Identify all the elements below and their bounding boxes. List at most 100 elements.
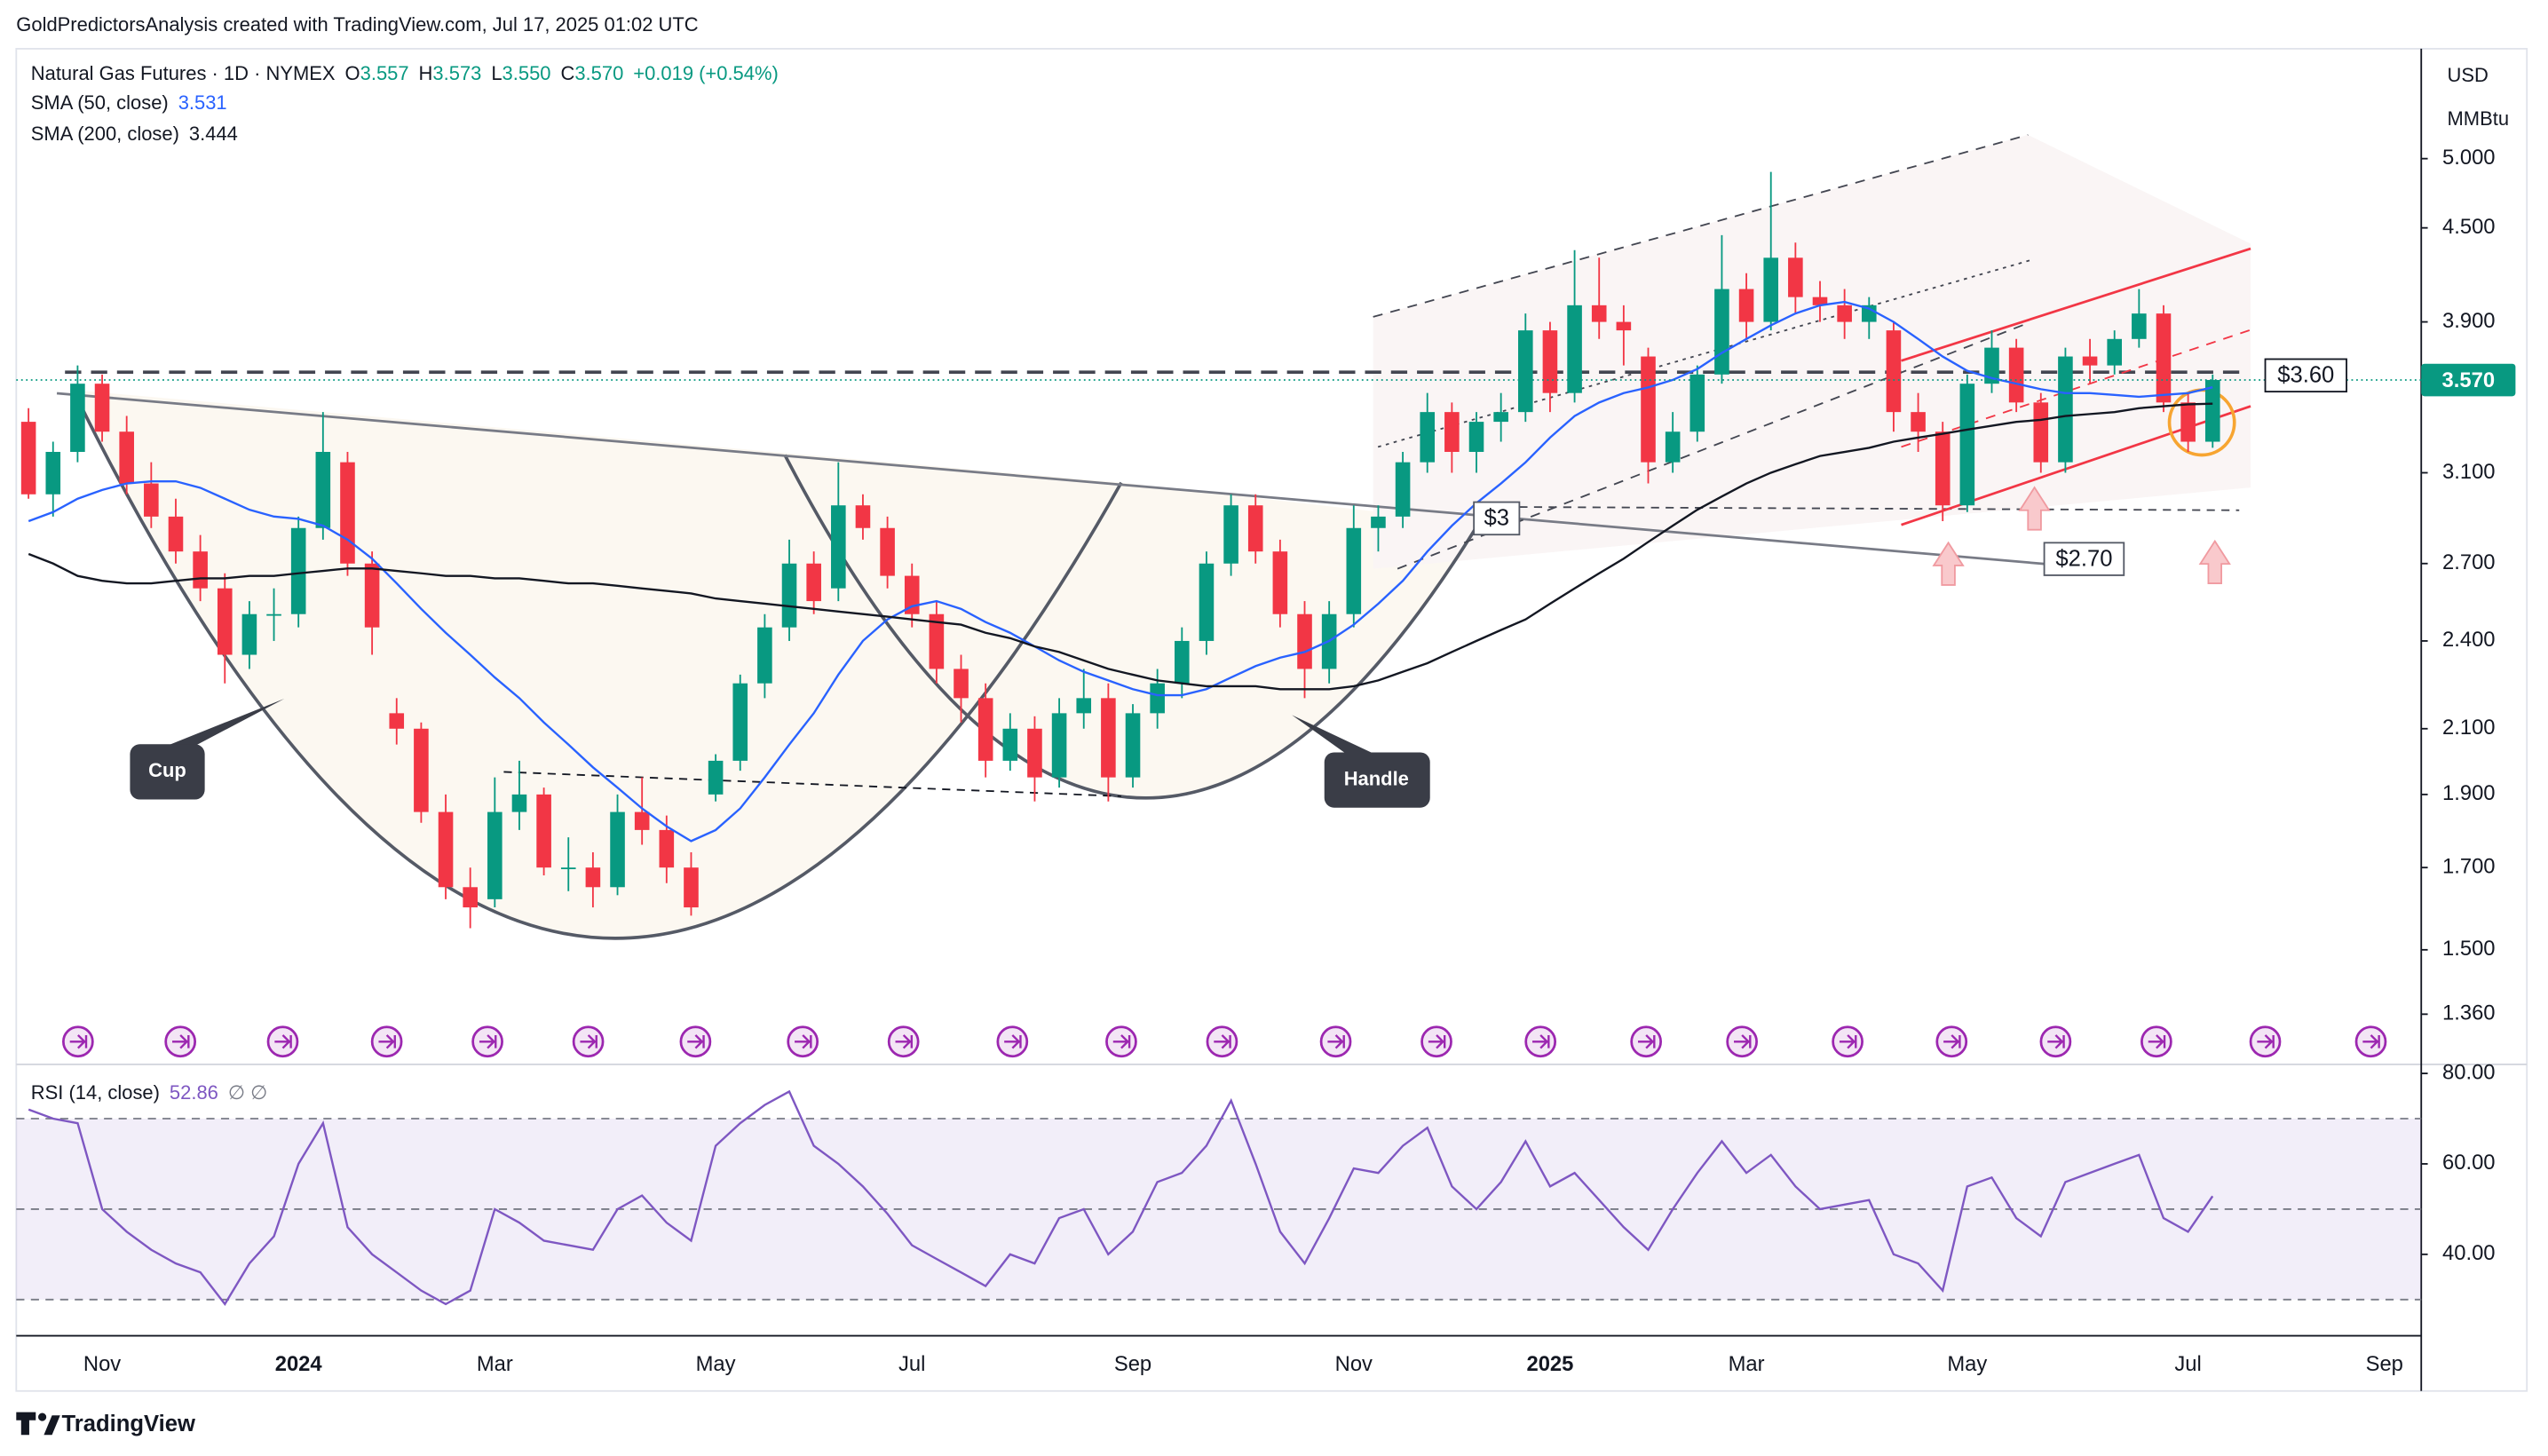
- x-tick-label: Nov: [83, 1352, 121, 1376]
- candle-body: [511, 794, 527, 812]
- ohlc-key: L: [491, 62, 502, 84]
- candle-body: [144, 483, 159, 517]
- candle-body: [438, 811, 454, 888]
- candle-body: [1027, 728, 1042, 778]
- support-label: $3: [1484, 506, 1510, 531]
- legend-sma50: SMA (50, close) 3.531: [31, 91, 227, 114]
- candle-body: [954, 669, 969, 699]
- candle-body: [1247, 505, 1263, 552]
- x-tick-label: Jul: [898, 1352, 925, 1376]
- candle-body: [610, 811, 625, 888]
- channel-upper: [1373, 134, 2029, 318]
- candle-body: [2204, 380, 2220, 442]
- annotations: Cup Handle $3 $2.70 $3.60: [130, 358, 2347, 808]
- candle-body: [929, 613, 945, 669]
- candle-body: [1002, 728, 1018, 761]
- series-line: [28, 402, 2213, 691]
- candle-body: [217, 588, 233, 655]
- candle-body: [1468, 422, 1484, 453]
- candle-body: [2082, 356, 2098, 366]
- candle-body: [1101, 698, 1116, 778]
- series-line: [28, 1089, 2214, 1306]
- candle-body: [806, 563, 821, 602]
- candle-body: [1199, 563, 1215, 641]
- y-tick-label: 80.00: [2442, 1060, 2496, 1084]
- event-icons: [62, 1025, 2387, 1058]
- candle-body: [1641, 356, 1656, 463]
- cup-curve: [71, 389, 1123, 940]
- handle-label: Handle: [1344, 767, 1409, 789]
- candle-body: [757, 627, 772, 684]
- candle-body: [70, 384, 85, 453]
- event-icon-arrow: [378, 1034, 396, 1049]
- x-tick-label: Nov: [1335, 1352, 1373, 1376]
- candle-body: [1518, 330, 1533, 413]
- candle-body: [781, 563, 797, 628]
- event-icon-arrow: [687, 1034, 705, 1049]
- candle-body: [266, 613, 281, 616]
- ohlc-value: 3.573: [432, 62, 481, 84]
- candle-body: [1812, 297, 1828, 305]
- y-tick-label: 1.500: [2442, 937, 2496, 961]
- candle-body: [1616, 321, 1632, 331]
- candle-body: [585, 867, 601, 888]
- cup-label: Cup: [148, 759, 186, 781]
- ohlc-value: 3.550: [502, 62, 551, 84]
- ohlc-key: C: [560, 62, 574, 84]
- y-tick-label: 60.00: [2442, 1151, 2496, 1175]
- candle-body: [855, 505, 871, 528]
- candle-body: [732, 683, 748, 761]
- candle-body: [1738, 289, 1754, 322]
- red-channel-middle: [1901, 328, 2251, 448]
- legend-main: Natural Gas Futures · 1D · NYMEX O3.557 H3…: [31, 62, 779, 84]
- candle-body: [1911, 412, 1926, 432]
- candle-body: [1714, 289, 1729, 375]
- candle-body: [463, 887, 478, 908]
- candle-body: [1051, 713, 1067, 778]
- frame: [15, 47, 2528, 1392]
- ohlc-value: 3.570: [574, 62, 623, 84]
- neckline: [56, 392, 2045, 566]
- candle-body: [1420, 412, 1436, 463]
- handle-box: [1324, 752, 1430, 808]
- legend-name: SMA (200, close): [31, 123, 179, 145]
- candle-body: [880, 527, 895, 576]
- resistance-box: [2264, 358, 2347, 393]
- event-icon-arrow: [1327, 1034, 1345, 1049]
- candle-body: [1935, 431, 1951, 506]
- candle-body: [290, 527, 306, 614]
- candle-body: [560, 867, 576, 870]
- candle-body: [119, 431, 134, 484]
- y-tick-label: 2.100: [2442, 716, 2496, 740]
- candle-body: [831, 505, 846, 589]
- candle-body: [241, 613, 257, 655]
- series-line: [28, 300, 2213, 843]
- x-tick-label: May: [1947, 1352, 1987, 1376]
- event-icon-arrow: [2047, 1034, 2065, 1049]
- x-tick-label: Jul: [2174, 1352, 2201, 1376]
- candle-body: [1837, 305, 1852, 322]
- x-tick-label: Sep: [1114, 1352, 1151, 1376]
- ohlc-key: O: [345, 62, 360, 84]
- legend-title: Natural Gas Futures · 1D · NYMEX: [31, 62, 336, 84]
- candle-body: [1763, 257, 1779, 322]
- event-icon-arrow: [1112, 1034, 1131, 1049]
- event-icon-arrow: [2148, 1034, 2166, 1049]
- x-tick-label: Mar: [477, 1352, 513, 1376]
- tradingview-logo: [16, 1412, 60, 1436]
- support-line: [1519, 506, 2240, 511]
- x-tick-label: 2024: [275, 1352, 323, 1376]
- legend-name: SMA (50, close): [31, 91, 169, 114]
- y-tick-label: 1.360: [2442, 1001, 2496, 1025]
- candle-body: [1689, 374, 1705, 432]
- candle-body: [1371, 516, 1386, 528]
- event-icon-arrow: [69, 1034, 88, 1049]
- footer: TradingView: [62, 1412, 195, 1436]
- candle-body: [1444, 412, 1460, 453]
- candle-body: [364, 563, 380, 628]
- candle-body: [2180, 402, 2196, 442]
- event-icon-arrow: [479, 1034, 497, 1049]
- event-icon-arrow: [895, 1034, 914, 1049]
- candle-body: [1346, 527, 1362, 614]
